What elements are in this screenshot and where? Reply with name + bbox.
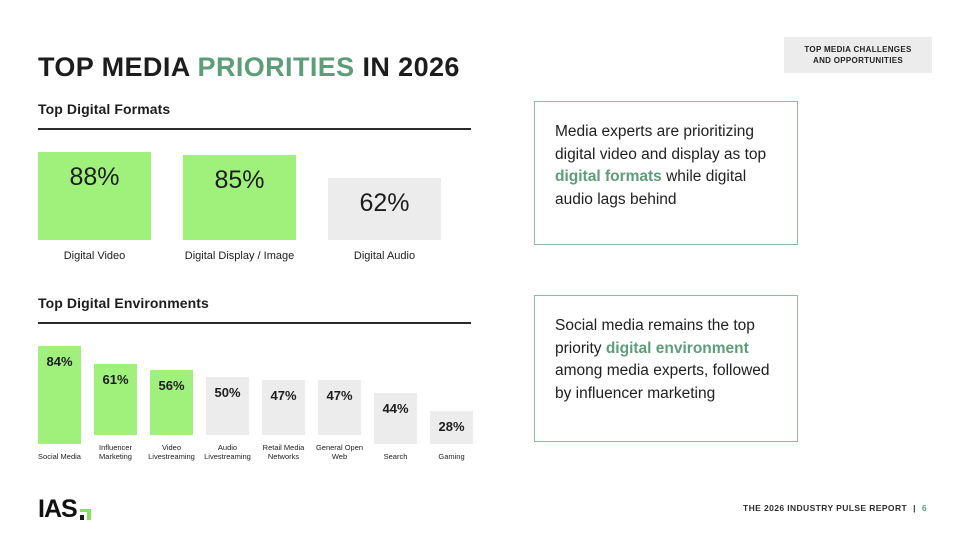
environments-section-title: Top Digital Environments (38, 295, 209, 311)
text: Social media remains the top priority (555, 317, 755, 357)
bar: 47% (262, 380, 305, 435)
bar-column: 62% Digital Audio (328, 178, 441, 264)
environments-bar-chart: 84% Social Media 61% Influencer Marketing 56… (38, 340, 473, 461)
bar-label: Digital Video (63, 250, 126, 262)
bar-column: 28% Gaming (430, 411, 473, 461)
text: IN 2026 (354, 52, 460, 83)
bar-column: 56% Video Livestreaming (148, 369, 195, 461)
section-divider (38, 322, 471, 324)
section-badge: TOP MEDIA CHALLENGES AND OPPORTUNITIES (784, 37, 932, 73)
bar-label: Digital Display / Image (184, 250, 295, 262)
bar-value: 44% (382, 400, 409, 416)
footer: THE 2026 INDUSTRY PULSE REPORT | 6 (743, 503, 927, 513)
bar-value: 84% (46, 354, 73, 369)
bar-label: General Open Web (315, 443, 364, 461)
bar-label: Social Media (38, 452, 81, 461)
bar-column: 47% General Open Web (316, 380, 363, 461)
accent-text: PRIORITIES (197, 52, 355, 83)
bar-value: 85% (214, 166, 265, 194)
callout-digital-environments: Social media remains the top priority di… (534, 295, 798, 442)
bar-value: 47% (270, 388, 297, 404)
bar-label: Influencer Marketing (99, 443, 132, 461)
bar-value: 50% (214, 384, 241, 400)
formats-section-title: Top Digital Formats (38, 101, 171, 117)
bar: 62% (328, 178, 441, 240)
callout-digital-formats: Media experts are prioritizing digital v… (534, 101, 798, 245)
bar-value: 47% (326, 388, 353, 404)
bar-value: 62% (359, 189, 410, 217)
bar-column: 50% Audio Livestreaming (204, 376, 251, 461)
ias-logo-mark-icon (79, 509, 91, 520)
bar: 85% (183, 155, 296, 240)
bar: 28% (430, 411, 473, 444)
bar-column: 44% Search (374, 392, 417, 461)
bar-column: 47% Retail Media Networks (262, 380, 305, 461)
bar: 50% (206, 376, 249, 435)
bar: 88% (38, 152, 151, 240)
page-title: TOP MEDIA PRIORITIES IN 2026 (38, 52, 460, 83)
ias-logo: IAS (38, 495, 91, 523)
bar: 61% (94, 363, 137, 435)
badge-line2: AND OPPORTUNITIES (813, 56, 903, 65)
bar-label: Retail Media Networks (262, 443, 305, 461)
bar-column: 84% Social Media (38, 346, 81, 461)
page-number: 6 (921, 503, 927, 513)
text: Media experts are prioritizing digital v… (555, 123, 767, 163)
bar-label: Gaming (438, 452, 465, 461)
accent-text: digital environment (605, 339, 749, 357)
accent-text: digital formats (555, 168, 662, 185)
text: among media experts, followed by influen… (555, 362, 770, 402)
bar-column: 85% Digital Display / Image (183, 155, 296, 264)
bar-column: 61% Influencer Marketing (94, 363, 137, 461)
bar-value: 28% (438, 419, 465, 435)
bar-label: Audio Livestreaming (204, 443, 251, 461)
ias-logo-text: IAS (38, 495, 78, 523)
footer-separator: | (913, 503, 916, 513)
section-divider (38, 128, 471, 130)
bar-label: Digital Audio (353, 250, 416, 262)
bar-column: 88% Digital Video (38, 152, 151, 264)
badge-line1: TOP MEDIA CHALLENGES (804, 45, 912, 54)
text: while digital audio lags behind (555, 168, 747, 208)
bar-value: 61% (102, 371, 129, 387)
bar: 56% (150, 369, 193, 435)
text: TOP MEDIA (38, 52, 198, 83)
report-title: THE 2026 INDUSTRY PULSE REPORT (742, 503, 908, 513)
bar: 44% (374, 392, 417, 444)
bar-label: Video Livestreaming (148, 443, 195, 461)
bar: 84% (38, 346, 81, 444)
bar-label: Search (383, 452, 408, 461)
bar-value: 88% (69, 163, 120, 191)
bar-value: 56% (158, 377, 185, 393)
bar: 47% (318, 380, 361, 435)
formats-bar-chart: 88% Digital Video 85% Digital Display / Ima… (38, 152, 441, 264)
